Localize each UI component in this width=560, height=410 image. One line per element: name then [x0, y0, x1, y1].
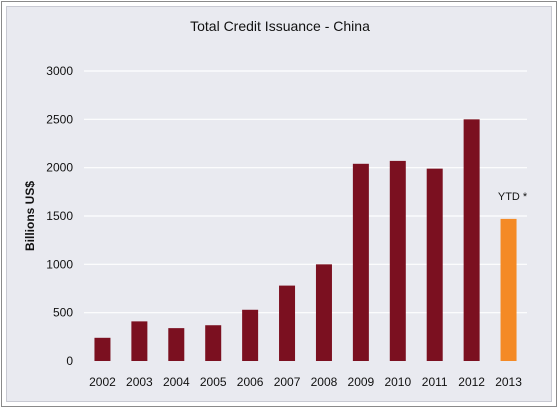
- bar-2010: [389, 160, 406, 361]
- x-tick-label: 2012: [458, 375, 485, 389]
- bar-2009: [352, 163, 369, 361]
- x-tick-label: 2003: [126, 375, 153, 389]
- bar-2002: [94, 337, 111, 361]
- bar-2011: [426, 168, 443, 361]
- x-tick-label: 2004: [163, 375, 190, 389]
- x-tick-labels: 2002 2003 2004 2005 2006 2007 2008 2009 2010 2011…: [89, 375, 522, 389]
- annotations: YTD *: [498, 191, 528, 203]
- y-tick-label: 1000: [46, 257, 73, 271]
- bars: [94, 119, 517, 361]
- x-tick-label: 2008: [311, 375, 338, 389]
- y-tick-labels: 0 500 1000 1500 2000 2500 3000: [46, 64, 73, 368]
- bar-2005: [205, 325, 222, 361]
- bar-2006: [242, 309, 259, 361]
- y-tick-label: 0: [66, 354, 73, 368]
- chart-title: Total Credit Issuance - China: [190, 18, 370, 34]
- x-tick-label: 2002: [89, 375, 116, 389]
- y-tick-label: 3000: [46, 64, 73, 78]
- x-tick-label: 2006: [237, 375, 264, 389]
- chart-area: [6, 6, 552, 402]
- bar-2008: [315, 264, 332, 361]
- x-tick-label: 2013: [495, 375, 522, 389]
- x-tick-label: 2005: [200, 375, 227, 389]
- x-tick-label: 2009: [348, 375, 375, 389]
- gridlines: [84, 70, 527, 314]
- annotation-ytd: YTD *: [498, 191, 528, 203]
- x-tick-label: 2011: [422, 375, 448, 389]
- y-tick-label: 1500: [46, 209, 73, 223]
- y-tick-label: 500: [53, 306, 73, 320]
- y-tick-label: 2500: [46, 112, 73, 126]
- bar-2012: [463, 119, 480, 361]
- y-tick-label: 2000: [46, 161, 73, 175]
- x-tick-label: 2010: [384, 375, 411, 389]
- bar-2013: [500, 218, 517, 361]
- bar-2007: [279, 285, 296, 361]
- bar-2004: [168, 328, 185, 361]
- bar-2003: [131, 321, 148, 361]
- x-tick-label: 2007: [274, 375, 301, 389]
- y-axis-label: Billions US$: [23, 181, 37, 251]
